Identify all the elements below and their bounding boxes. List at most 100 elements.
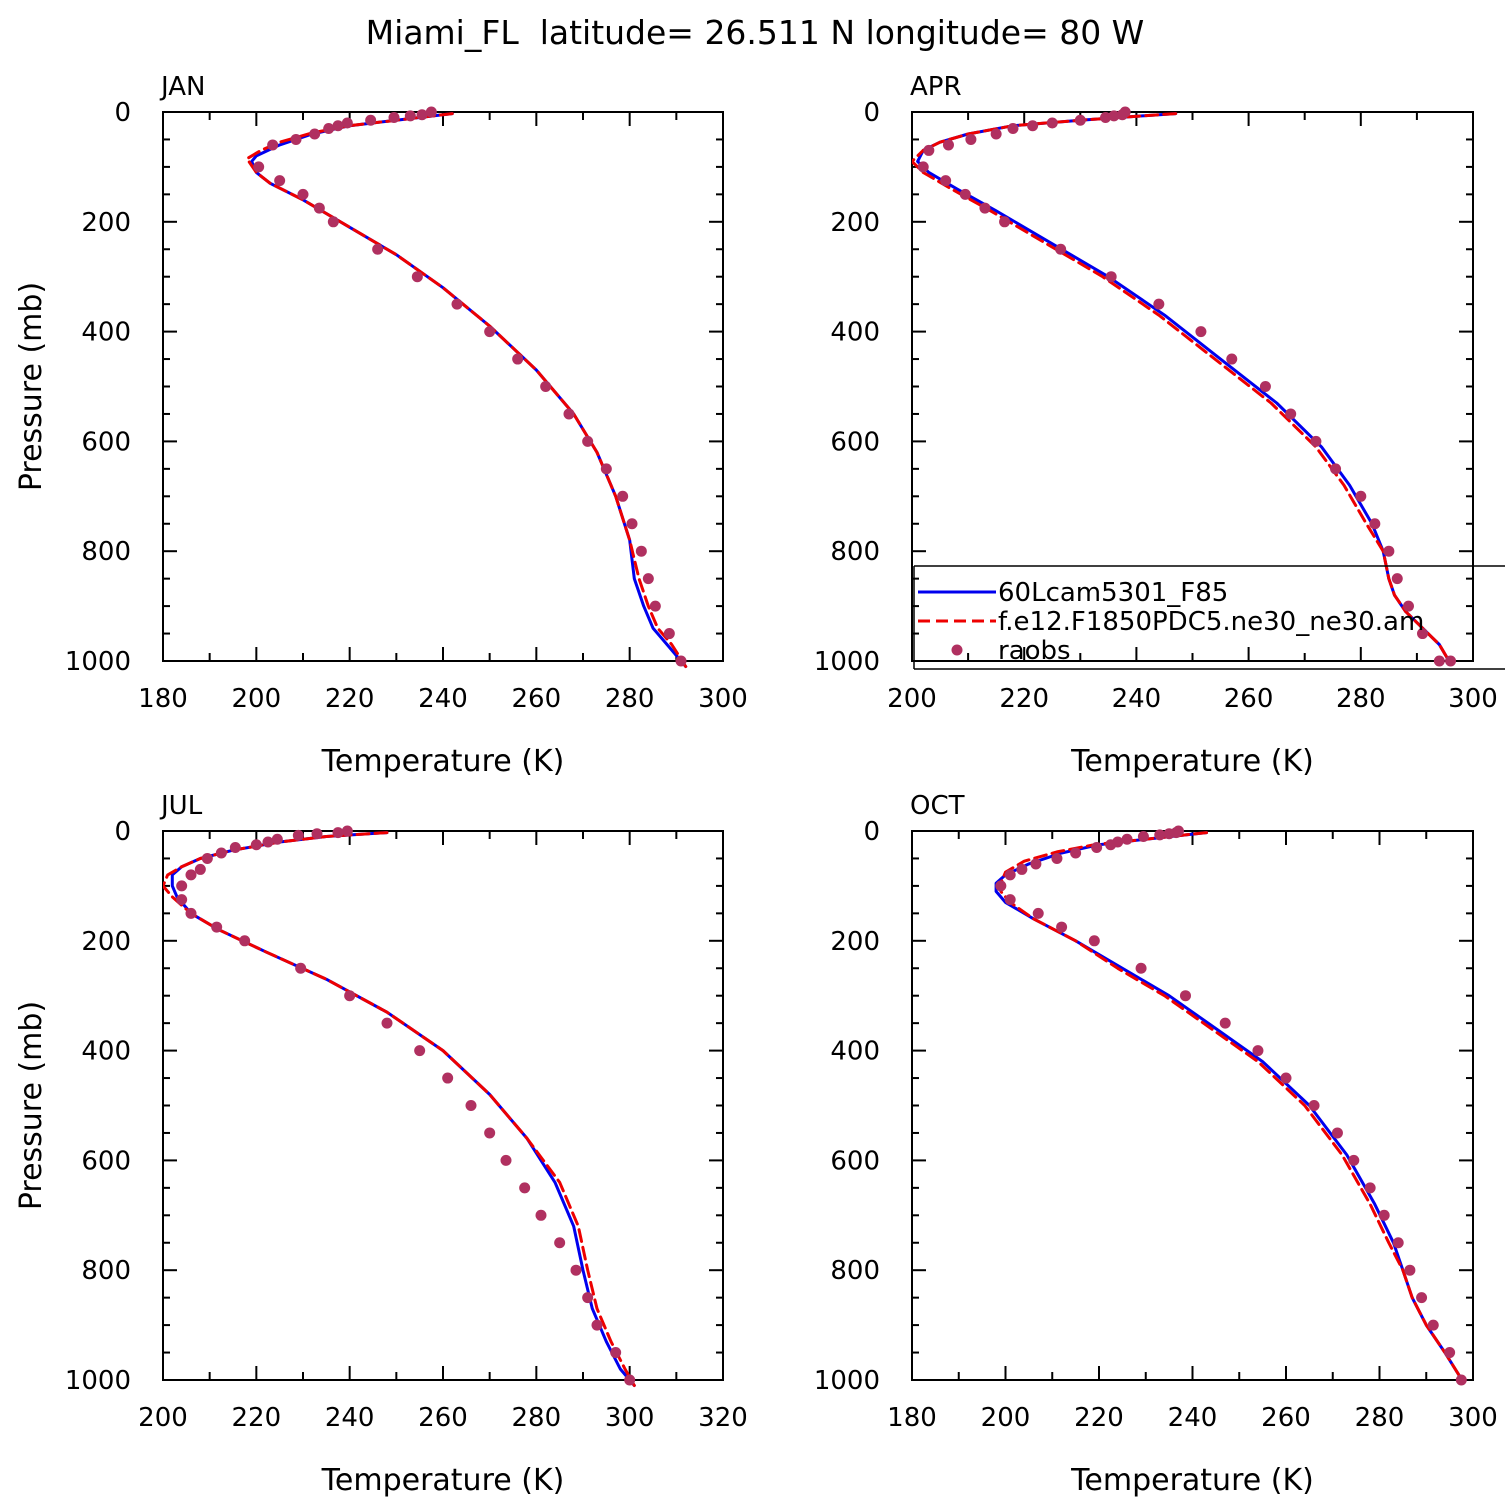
x-tick-label: 200 — [232, 684, 282, 714]
panel-jan: JAN 180 200 220 240 260 280 300 0 200 400 600 800 100… — [14, 72, 748, 779]
x-tick-label: 300 — [698, 684, 748, 714]
obs-point — [519, 1182, 531, 1194]
x-tick-label: 200 — [981, 1403, 1031, 1433]
obs-point — [675, 655, 687, 667]
obs-point — [1016, 863, 1028, 875]
x-tick-label: 280 — [1336, 684, 1386, 714]
y-axis-title: Pressure (mb) — [14, 282, 49, 491]
y-tick-label: 200 — [81, 927, 131, 957]
obs-point — [1445, 655, 1457, 667]
y-tick-label: 200 — [830, 927, 880, 957]
obs-point — [290, 133, 302, 145]
panel-apr: APR 200 220 240 260 280 300 0 200 400 600 800 1000 Te… — [814, 72, 1505, 779]
obs-point — [959, 188, 971, 200]
obs-point — [582, 1292, 594, 1304]
obs-point — [381, 1017, 393, 1029]
y-tick-label: 1000 — [65, 1366, 131, 1396]
y-tick-label: 600 — [830, 1146, 880, 1176]
x-tick-label: 180 — [887, 1403, 937, 1433]
obs-point — [1369, 518, 1381, 530]
obs-point — [591, 1319, 603, 1331]
y-tick-label: 800 — [830, 1256, 880, 1286]
obs-point — [1433, 655, 1445, 667]
obs-point — [1310, 435, 1322, 447]
obs-point — [642, 573, 654, 585]
obs-point — [635, 545, 647, 557]
obs-point — [1056, 921, 1068, 933]
obs-point — [1121, 833, 1133, 845]
obs-point — [309, 128, 321, 140]
obs-point — [176, 880, 188, 892]
y-tick-label: 0 — [863, 98, 880, 128]
panel-label: JUL — [159, 791, 203, 821]
obs-point — [1074, 114, 1086, 126]
legend: 60Lcam5301_F85f.e12.F1850PDC5.ne30_ne30.… — [913, 565, 1505, 670]
obs-point — [999, 216, 1011, 228]
y-tick-label: 600 — [81, 1146, 131, 1176]
obs-point — [332, 827, 344, 839]
y-tick-label: 0 — [114, 817, 131, 847]
obs-point — [917, 161, 929, 173]
obs-point — [500, 1154, 512, 1166]
y-tick-label: 400 — [830, 1037, 880, 1067]
x-tick-label: 200 — [138, 1403, 188, 1433]
x-tick-label: 280 — [605, 684, 655, 714]
obs-point — [1219, 1017, 1231, 1029]
x-tick-label: 240 — [325, 1403, 375, 1433]
obs-point — [1051, 852, 1063, 864]
obs-point — [995, 880, 1007, 892]
obs-point — [327, 216, 339, 228]
y-axis-title: Pressure (mb) — [14, 1001, 49, 1210]
obs-point — [1032, 907, 1044, 919]
series-line-60lcam5301-f85 — [170, 831, 636, 1387]
x-tick-label: 240 — [418, 684, 468, 714]
x-tick-label: 280 — [1355, 1403, 1405, 1433]
obs-point — [940, 175, 952, 187]
obs-point — [1154, 829, 1166, 841]
obs-point — [484, 326, 496, 338]
obs-point — [942, 139, 954, 151]
obs-point — [1007, 122, 1019, 134]
obs-point — [442, 1072, 454, 1084]
plot-area — [912, 106, 1457, 667]
x-axis-title: Temperature (K) — [1070, 1463, 1314, 1498]
obs-point — [554, 1237, 566, 1249]
obs-point — [484, 1127, 496, 1139]
obs-point — [451, 298, 463, 310]
obs-point — [1100, 111, 1112, 123]
obs-point — [1070, 847, 1082, 859]
obs-point — [211, 921, 223, 933]
y-tick-label: 1000 — [814, 1366, 880, 1396]
obs-point — [176, 894, 188, 906]
plot-frame — [162, 830, 724, 1381]
panel-label: OCT — [910, 791, 965, 821]
x-tick-label: 260 — [1224, 684, 1274, 714]
obs-point — [582, 435, 594, 447]
x-tick-label: 260 — [418, 1403, 468, 1433]
obs-point — [201, 852, 213, 864]
y-tick-label: 400 — [81, 318, 131, 348]
y-tick-label: 600 — [830, 427, 880, 457]
obs-point — [979, 202, 991, 214]
obs-point — [341, 117, 353, 129]
obs-point — [250, 839, 262, 851]
obs-point — [990, 128, 1002, 140]
figure-title: Miami_FL latitude= 26.511 N longitude= 8… — [366, 13, 1145, 52]
x-tick-label: 260 — [512, 684, 562, 714]
obs-point — [1280, 1072, 1292, 1084]
x-tick-label: 300 — [1448, 684, 1498, 714]
series-line-f-e12-f1850pdc5-ne30-ne30-am — [999, 831, 1466, 1385]
panel-label: APR — [910, 72, 962, 102]
obs-point — [388, 111, 400, 123]
obs-point — [323, 122, 335, 134]
obs-point — [271, 833, 283, 845]
plot-area — [245, 106, 688, 668]
y-tick-label: 600 — [81, 427, 131, 457]
obs-point — [1252, 1045, 1264, 1057]
obs-point — [1004, 894, 1016, 906]
obs-point — [1105, 839, 1117, 851]
legend-label: 60Lcam5301_F85 — [998, 578, 1228, 608]
obs-point — [267, 139, 279, 151]
y-tick-label: 0 — [114, 98, 131, 128]
x-tick-label: 220 — [1074, 1403, 1124, 1433]
